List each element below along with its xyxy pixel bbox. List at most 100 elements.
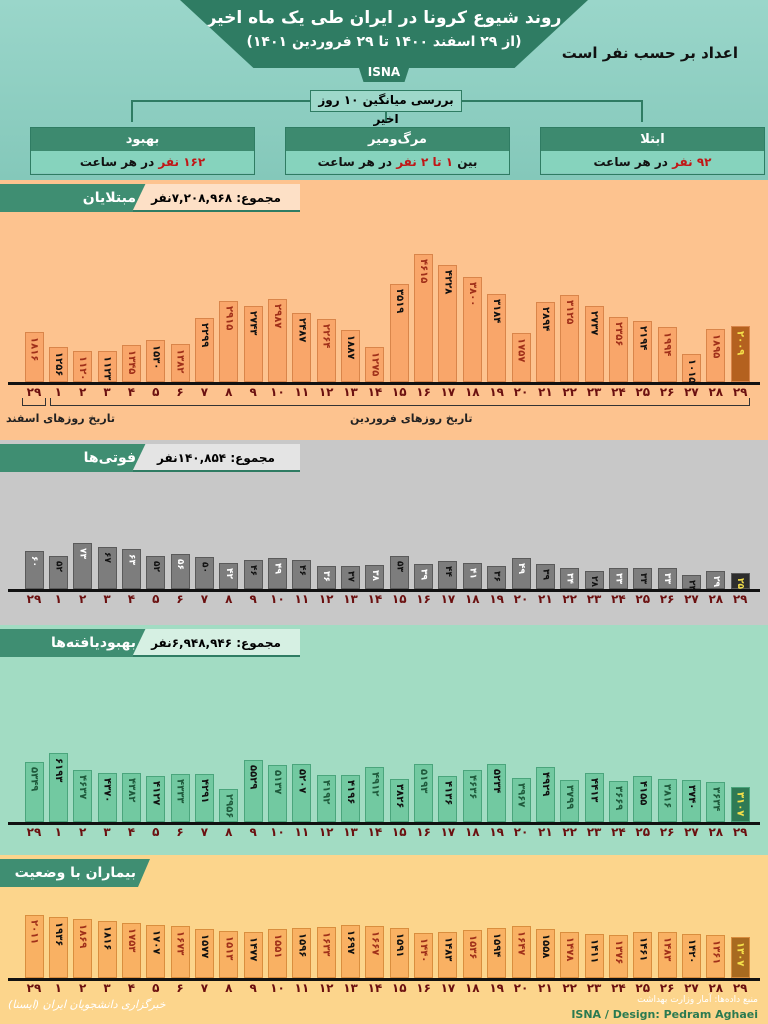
- bar: ۲۵: [730, 573, 750, 589]
- bar: ۴۶۳۶: [462, 770, 482, 822]
- bar: ۴۳۳۳: [170, 773, 190, 822]
- x-tick-label: ۱: [54, 825, 62, 839]
- bar-value-label: ۱۴۸۳: [661, 936, 673, 961]
- bar-value-label: ۲۲۶۴: [320, 324, 332, 349]
- bar: ۱۲۵۶: [48, 347, 68, 382]
- bar-value-label: ۷۳: [77, 548, 88, 559]
- bar: ۴۴۱۳: [584, 772, 604, 822]
- x-tick-label: ۳: [103, 981, 111, 995]
- bar: ۳۳: [608, 568, 628, 589]
- x-tick-label: ۲۹: [732, 385, 748, 399]
- bar: ۵۱۳۷: [268, 764, 287, 822]
- bar: ۴۹: [511, 558, 531, 589]
- x-tick-label: ۵: [152, 981, 160, 995]
- bar: ۳۶۳۴: [706, 781, 726, 822]
- bar: ۳۸: [365, 565, 385, 589]
- bar-value-label: ۴۶۱۵: [418, 259, 430, 284]
- bar: ۲۲۶۴: [316, 319, 336, 382]
- bar-value-label: ۳۸۱۶: [661, 784, 673, 809]
- bar-value-label: ۳۶۶۹: [612, 786, 624, 811]
- bar: ۲۹۵۶: [219, 789, 239, 822]
- x-tick-label: ۲۰: [513, 981, 529, 995]
- bar: ۱۶۳۳: [316, 926, 336, 978]
- bar-value-label: ۲۲۹۹: [198, 323, 210, 348]
- stat-highlight: ۱ تا ۲ نفر: [396, 155, 454, 169]
- bar-value-label: ۱۸۱۶: [101, 926, 113, 951]
- bar-value-label: ۱۸۹۵: [710, 334, 722, 359]
- bar: ۱۳۶۱: [706, 935, 726, 978]
- bar-value-label: ۱۸۶۹: [77, 924, 89, 949]
- bar-value-label: ۱۵۱۳: [223, 935, 235, 961]
- chart-title: فوتی‌ها: [0, 444, 150, 472]
- bar: ۱۷۵۳: [121, 923, 141, 978]
- bar-value-label: ۲۹۸۷: [272, 304, 283, 329]
- x-tick-label: ۲۴: [611, 981, 626, 995]
- bar: ۷۳: [73, 543, 93, 589]
- bar: ۲۱۹۴: [633, 321, 653, 382]
- bar: ۳۱۸۴: [487, 293, 507, 382]
- x-tick-label: ۸: [225, 385, 233, 399]
- x-tick-label: ۱۵: [391, 592, 407, 606]
- x-tick-label: ۲۹: [26, 385, 42, 399]
- bar: ۳۸۱۶: [657, 779, 677, 822]
- x-tick-label: ۱: [54, 385, 62, 399]
- x-tick-label: ۱۱: [294, 825, 310, 839]
- bar-value-label: ۳۷۹۹: [564, 784, 576, 810]
- bar-value-label: ۵۳۴۹: [28, 767, 40, 792]
- x-tick-label: ۷: [200, 981, 209, 995]
- bar-value-label: ۱۵۵۸: [539, 934, 551, 959]
- bar: ۴۲۹۱: [194, 774, 214, 822]
- bar-value-label: ۵۲: [53, 561, 64, 573]
- bar: ۳۹: [414, 564, 434, 589]
- bar: ۱۶۹۷: [341, 924, 361, 978]
- x-tick-label: ۲۱: [538, 592, 553, 606]
- x-tick-label: ۲۲: [562, 981, 578, 995]
- x-tick-label: ۲۸: [708, 592, 724, 606]
- x-tick-label: ۴: [127, 592, 136, 606]
- x-tick-label: ۱۶: [416, 825, 431, 839]
- bar: ۳۸۲۶: [389, 779, 409, 822]
- bar-value-label: ۴۱۲۷: [150, 781, 162, 806]
- bar-value-label: ۴۴: [442, 566, 453, 578]
- bar-value-label: ۱۷۵۷: [515, 338, 527, 363]
- x-tick-label: ۲۰: [513, 385, 529, 399]
- bar: ۱۵۵۱: [268, 929, 287, 978]
- title-banner: روند شیوع کرونا در ایران طی یک ماه اخیر …: [180, 0, 588, 68]
- bar: ۳۳: [633, 568, 653, 589]
- bar-value-label: ۴۲۲۸: [442, 269, 454, 295]
- chart-title-bar: بیماران با وضعیت حاد: [0, 859, 300, 887]
- x-tick-label: ۲۸: [708, 825, 724, 839]
- bar: ۳۵۱۹: [389, 284, 409, 382]
- bar: ۴۶۱۵: [414, 254, 434, 382]
- x-tick-label: ۱: [54, 592, 62, 606]
- connector-line: [641, 100, 643, 122]
- bar-value-label: ۴۳۳۳: [174, 778, 186, 804]
- units-note: اعداد بر حسب نفر است: [561, 44, 738, 62]
- x-tick-label: ۱۰: [270, 825, 285, 839]
- chart-title: مبتلایان: [0, 184, 150, 212]
- x-tick-label: ۱۳: [343, 825, 358, 839]
- bar: ۲۳: [681, 574, 701, 591]
- bar: ۲۴۸۷: [292, 313, 312, 382]
- bar: ۶۰: [24, 551, 44, 589]
- x-tick-label: ۲۱: [538, 385, 553, 399]
- bar-value-label: ۲۷۴۳: [247, 310, 259, 336]
- x-tick-label: ۶: [176, 981, 184, 995]
- bar-value-label: ۱۳۶۱: [710, 940, 722, 965]
- bar: ۳۱۰۷: [730, 787, 750, 822]
- stat-highlight: ۹۲ نفر: [672, 155, 712, 169]
- bar-value-label: ۱۵۹۶: [296, 933, 308, 958]
- bar: ۵۲: [48, 556, 68, 589]
- x-tick-label: ۱۳: [343, 592, 358, 606]
- x-tick-label: ۱۸: [464, 981, 480, 995]
- bar: ۲۹: [706, 570, 726, 589]
- x-tick-label: ۲۲: [562, 825, 578, 839]
- stat-text: در هر ساعت: [317, 155, 397, 169]
- bar: ۱۱۲۳: [97, 350, 117, 382]
- bar-value-label: ۱۶۳۳: [320, 931, 332, 957]
- chart-title-bar: مبتلایان مجموع: ۷,۲۰۸,۹۶۸نفر: [0, 184, 300, 212]
- bar: ۳۶: [487, 566, 507, 589]
- bar: ۵۶: [170, 553, 190, 589]
- x-tick-label: ۱۰: [270, 385, 285, 399]
- bar-value-label: ۱۴۷۷: [247, 936, 259, 962]
